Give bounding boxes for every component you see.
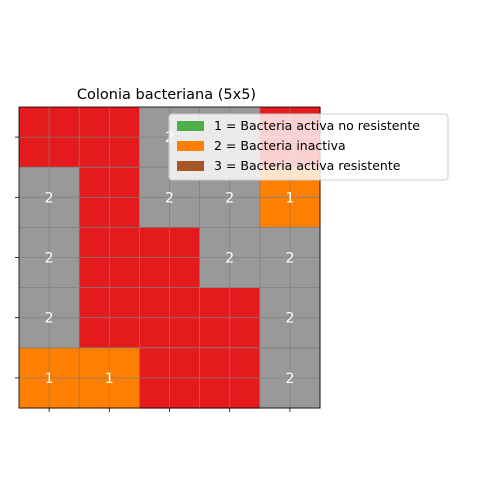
- cell-value-label: 2: [285, 251, 294, 267]
- cell-value-label: 1: [105, 371, 114, 387]
- legend-entry-label: 2 = Bacteria inactiva: [214, 138, 346, 153]
- cell-value-label: 2: [45, 311, 54, 327]
- chart-title: Colonia bacteriana (5x5): [77, 87, 256, 103]
- cell-value-label: 1: [45, 371, 54, 387]
- cell-value-label: 2: [165, 190, 174, 206]
- cell-value-label: 2: [45, 251, 54, 267]
- cell-value-label: 1: [285, 190, 294, 206]
- cell-value-label: 2: [45, 190, 54, 206]
- cell-value-label: 2: [225, 190, 234, 206]
- legend-entry-label: 1 = Bacteria activa no resistente: [214, 118, 420, 133]
- legend-swatch: [177, 141, 204, 151]
- legend-box: [168, 113, 449, 181]
- axes-frame: [18, 106, 321, 409]
- legend-swatch: [177, 121, 204, 131]
- legend: 1 = Bacteria activa no resistente 2 = Bac…: [168, 113, 449, 181]
- legend-swatch: [177, 161, 204, 171]
- legend-entry-label: 3 = Bacteria activa resistente: [214, 158, 401, 173]
- cell-value-label: 2: [285, 371, 294, 387]
- cell-value-label: 2: [285, 311, 294, 327]
- cell-value-label: 2: [225, 251, 234, 267]
